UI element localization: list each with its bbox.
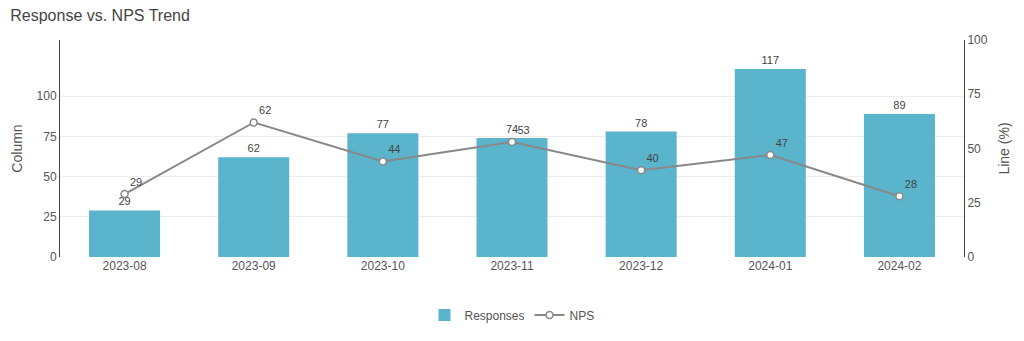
svg-text:44: 44 xyxy=(388,143,400,155)
svg-text:78: 78 xyxy=(635,117,647,129)
svg-text:0: 0 xyxy=(967,250,974,264)
svg-text:100: 100 xyxy=(37,89,57,103)
svg-text:2023-09: 2023-09 xyxy=(232,259,276,273)
svg-text:Line (%): Line (%) xyxy=(996,122,1012,174)
svg-text:NPS: NPS xyxy=(570,309,595,323)
svg-text:100: 100 xyxy=(967,33,987,47)
svg-text:117: 117 xyxy=(762,54,780,66)
svg-text:62: 62 xyxy=(248,142,260,154)
svg-text:2023-11: 2023-11 xyxy=(490,259,533,273)
svg-text:75: 75 xyxy=(43,130,57,144)
svg-text:50: 50 xyxy=(967,142,981,156)
svg-text:28: 28 xyxy=(905,178,917,190)
svg-text:2024-01: 2024-01 xyxy=(748,259,792,273)
svg-text:2024-02: 2024-02 xyxy=(877,259,921,273)
svg-text:75: 75 xyxy=(967,87,981,101)
svg-text:25: 25 xyxy=(967,196,981,210)
svg-text:62: 62 xyxy=(259,104,271,116)
svg-text:2023-12: 2023-12 xyxy=(619,259,663,273)
svg-text:Responses: Responses xyxy=(465,309,525,323)
svg-text:89: 89 xyxy=(893,99,905,111)
svg-text:50: 50 xyxy=(43,170,57,184)
svg-text:74: 74 xyxy=(506,123,518,135)
svg-text:2023-08: 2023-08 xyxy=(103,259,147,273)
svg-text:29: 29 xyxy=(130,176,142,188)
svg-text:Column: Column xyxy=(9,124,25,172)
svg-text:53: 53 xyxy=(517,124,529,136)
svg-text:0: 0 xyxy=(50,250,57,264)
svg-text:47: 47 xyxy=(776,137,788,149)
svg-text:40: 40 xyxy=(647,152,659,164)
svg-text:25: 25 xyxy=(43,210,57,224)
svg-text:Response vs. NPS Trend: Response vs. NPS Trend xyxy=(10,7,190,24)
svg-text:77: 77 xyxy=(377,118,389,130)
svg-text:2023-10: 2023-10 xyxy=(361,259,405,273)
svg-text:29: 29 xyxy=(118,195,130,207)
